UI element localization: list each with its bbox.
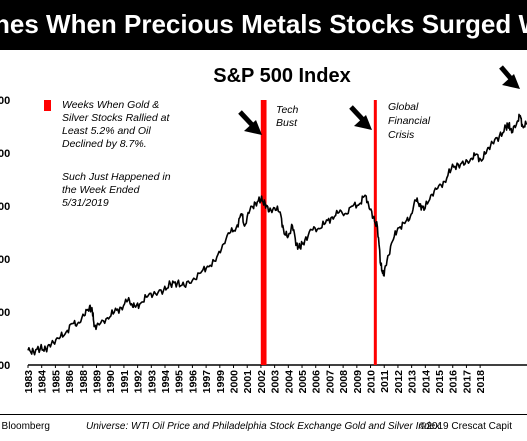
x-tick-label: 1983 [23,370,35,394]
x-tick-label: 1988 [78,370,90,394]
x-tick-label: 1984 [37,370,49,394]
y-tick-label: 00 [0,307,10,319]
copyright-text: ©2019 Crescat Capit [419,421,512,432]
x-tick-label: 2017 [461,370,473,394]
x-tick-label: 1996 [187,370,199,394]
x-tick-label: 2000 [229,370,241,394]
x-tick-label: 1995 [174,370,186,394]
arrow-icon-tech [238,110,262,135]
gfc-label-2: Financial [388,115,431,127]
footer: : Bloomberg Universe: WTI Oil Price and … [0,414,527,441]
x-tick-label: 2011 [379,370,391,393]
x-tick-label: 2003 [270,370,282,394]
y-tick-label: 00 [0,148,10,160]
x-tick-label: 2007 [324,370,336,394]
x-tick-label: 1989 [92,370,104,394]
y-axis-ticks: 00 00 00 00 00 00 [0,95,10,372]
x-tick-label: 2018 [475,370,487,394]
source-text: : Bloomberg [0,421,50,432]
x-tick-label: 1994 [160,370,172,394]
y-tick-label: 00 [0,95,10,107]
x-tick-label: 2009 [352,370,364,394]
x-tick-label: 2013 [407,370,419,394]
x-tick-label: 1993 [146,370,158,394]
title-banner: nes When Precious Metals Stocks Surged W… [0,0,527,50]
note-text-2: the Week Ended [62,184,141,196]
x-tick-label: 2002 [256,370,268,394]
x-tick-label: 2001 [242,370,254,394]
x-tick-label: 2012 [393,370,405,394]
note-text-3: 5/31/2019 [62,197,109,209]
x-tick-label: 1991 [119,370,131,394]
x-tick-label: 2008 [338,370,350,394]
x-tick-label: 1986 [64,370,76,394]
x-tick-label: 2004 [283,370,295,394]
x-tick-label: 1997 [201,370,213,394]
x-tick-label: 1999 [215,370,227,394]
x-tick-label: 2014 [420,370,432,394]
y-tick-label: 00 [0,360,10,372]
x-tick-label: 2006 [311,370,323,394]
gfc-label-3: Crisis [388,129,415,141]
highlight-bars [260,100,377,365]
x-tick-label: 2005 [297,370,309,394]
gfc-label-1: Global [388,101,419,113]
legend-text-3: Least 5.2% and Oil [62,125,151,137]
tech-bust-label-1: Tech [276,104,299,116]
y-tick-label: 00 [0,201,10,213]
x-tick-label: 1990 [105,370,117,394]
chart-title: S&P 500 Index [213,65,350,87]
legend-swatch [44,100,51,111]
note-text-1: Such Just Happened in [62,171,171,183]
x-tick-label: 1985 [50,370,62,394]
legend-text-2: Silver Stocks Rallied at [62,112,170,124]
highlight-week-bar [260,100,264,365]
highlight-week-bar [373,100,377,365]
tech-bust-label-2: Bust [276,117,298,129]
sp500-line [27,113,527,356]
x-tick-label: 2015 [434,370,446,394]
x-tick-label: 2016 [448,370,460,394]
arrow-icon-gfc [349,105,372,130]
banner-title: nes When Precious Metals Stocks Surged W… [0,9,527,39]
arrow-icon-current [499,65,520,89]
x-tick-label: 1992 [133,370,145,394]
legend-text-4: Declined by 8.7%. [62,138,147,150]
y-tick-label: 00 [0,254,10,266]
universe-text: Universe: WTI Oil Price and Philadelphia… [86,421,441,432]
legend-text-1: Weeks When Gold & [62,99,159,111]
highlight-week-bar [263,100,267,365]
x-axis-ticks: 1983 1984 1985 1986 1988 1989 1990 1991 1992 1993… [23,365,487,393]
x-tick-label: 2010 [366,370,378,394]
